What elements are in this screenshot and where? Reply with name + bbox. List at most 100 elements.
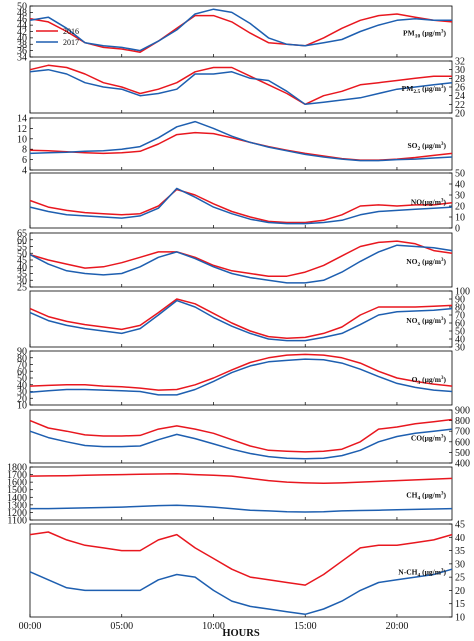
x-tick-label: 00:00 [19, 621, 42, 632]
y-tick-label: 15 [455, 599, 465, 610]
y-tick-label: 30 [455, 343, 465, 354]
y-tick-label: 10 [455, 213, 465, 224]
y-tick-label: 1300 [7, 500, 27, 511]
series-line-y2017 [29, 68, 453, 106]
series-line-y2017 [29, 568, 453, 616]
panel-label: NO(µg/m3) [411, 198, 447, 207]
y-tick-label: 50 [17, 374, 27, 385]
panel-frame [29, 60, 453, 114]
y-tick-label: 50 [17, 2, 27, 13]
x-tick-label: 20:00 [386, 621, 409, 632]
legend-label-y2017: 2017 [63, 38, 79, 47]
y-tick-label: 48 [17, 8, 27, 19]
y-tick-label: 28 [455, 74, 465, 85]
y-tick-label: 44 [17, 21, 27, 32]
x-tick-label: 10:00 [202, 621, 225, 632]
y-tick-label: 50 [455, 327, 465, 338]
series-line-y2017 [29, 8, 452, 52]
series-line-y2017 [29, 244, 453, 284]
y-tick-label: 12 [17, 124, 27, 135]
y-tick-label: 40 [455, 180, 465, 191]
y-tick-label: 20 [455, 202, 465, 213]
series-line-y2016 [29, 188, 453, 224]
y-tick-label: 20 [455, 109, 465, 120]
x-tick-label: 15:00 [294, 621, 317, 632]
panel-label: O3 (µg/m3) [412, 375, 447, 386]
y-tick-label: 40 [17, 33, 27, 44]
series-line-y2016 [29, 531, 453, 586]
y-tick-label: 1400 [7, 493, 27, 504]
y-tick-label: 60 [455, 319, 465, 330]
y-tick-label: 32 [455, 57, 465, 68]
y-tick-label: 22 [455, 100, 465, 111]
y-tick-label: 30 [455, 559, 465, 570]
y-tick-label: 46 [17, 14, 27, 25]
panel-frame [29, 172, 453, 229]
y-tick-label: 6 [22, 155, 27, 166]
y-tick-label: 70 [17, 360, 27, 371]
legend-label-y2016: 2016 [63, 27, 79, 36]
y-tick-label: 800 [455, 416, 470, 427]
panel-label: CO(µg/m3) [411, 434, 447, 443]
y-tick-label: 30 [17, 276, 27, 287]
y-tick-label: 26 [455, 83, 465, 94]
series-line-y2017 [29, 120, 453, 162]
panel-frame [29, 117, 453, 171]
y-tick-label: 1200 [7, 508, 27, 519]
series-line-y2016 [29, 240, 453, 277]
panel-frame [29, 5, 453, 58]
y-tick-label: 400 [455, 459, 470, 470]
y-tick-label: 90 [455, 295, 465, 306]
y-tick-label: 80 [455, 303, 465, 314]
x-axis-title: HOURS [222, 628, 260, 639]
panel-frame [29, 409, 453, 464]
series-line-y2017 [29, 428, 453, 460]
series-line-y2016 [29, 298, 453, 339]
series-line-y2016 [29, 13, 453, 53]
x-tick-label: 05:00 [110, 621, 133, 632]
y-tick-label: 40 [455, 335, 465, 346]
y-tick-label: 35 [17, 269, 27, 280]
y-tick-label: 14 [17, 114, 27, 125]
y-tick-label: 65 [17, 229, 27, 240]
y-tick-label: 60 [17, 367, 27, 378]
panel-frame [29, 290, 453, 348]
y-tick-label: 50 [17, 249, 27, 260]
y-tick-label: 42 [17, 27, 27, 38]
y-tick-label: 30 [455, 65, 465, 76]
y-tick-label: 1600 [7, 478, 27, 489]
y-tick-label: 30 [455, 191, 465, 202]
panel-label: NOx (µg/m3) [406, 316, 446, 327]
y-tick-label: 600 [455, 437, 470, 448]
y-tick-label: 0 [455, 224, 460, 235]
y-tick-label: 25 [455, 573, 465, 584]
y-tick-label: 1800 [7, 463, 27, 474]
y-tick-label: 34 [17, 53, 27, 64]
y-tick-label: 1700 [7, 470, 27, 481]
y-tick-label: 90 [17, 347, 27, 358]
panel-label: NO2 (µg/m3) [406, 257, 446, 268]
y-tick-label: 1100 [7, 516, 27, 527]
y-tick-label: 100 [455, 287, 470, 298]
y-tick-label: 10 [17, 401, 27, 412]
y-tick-label: 8 [22, 145, 27, 156]
y-tick-label: 4 [22, 166, 27, 177]
y-tick-label: 500 [455, 448, 470, 459]
y-tick-label: 30 [17, 387, 27, 398]
y-tick-label: 20 [17, 394, 27, 405]
panel-label: PM2.5 (µg/m3) [402, 84, 447, 95]
series-line-y2016 [29, 353, 453, 391]
series-line-y2017 [29, 299, 453, 342]
y-tick-label: 40 [455, 533, 465, 544]
y-tick-label: 80 [17, 353, 27, 364]
y-tick-label: 45 [455, 520, 465, 531]
y-tick-label: 25 [17, 283, 27, 294]
y-tick-label: 35 [455, 546, 465, 557]
y-tick-label: 50 [455, 169, 465, 180]
y-tick-label: 10 [455, 613, 465, 624]
y-tick-label: 45 [17, 256, 27, 267]
series-line-y2016 [29, 131, 453, 161]
series-line-y2016 [29, 64, 452, 106]
series-line-y2017 [29, 358, 453, 396]
y-tick-label: 70 [455, 311, 465, 322]
